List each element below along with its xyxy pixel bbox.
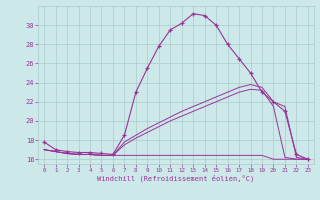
X-axis label: Windchill (Refroidissement éolien,°C): Windchill (Refroidissement éolien,°C) (97, 175, 255, 182)
